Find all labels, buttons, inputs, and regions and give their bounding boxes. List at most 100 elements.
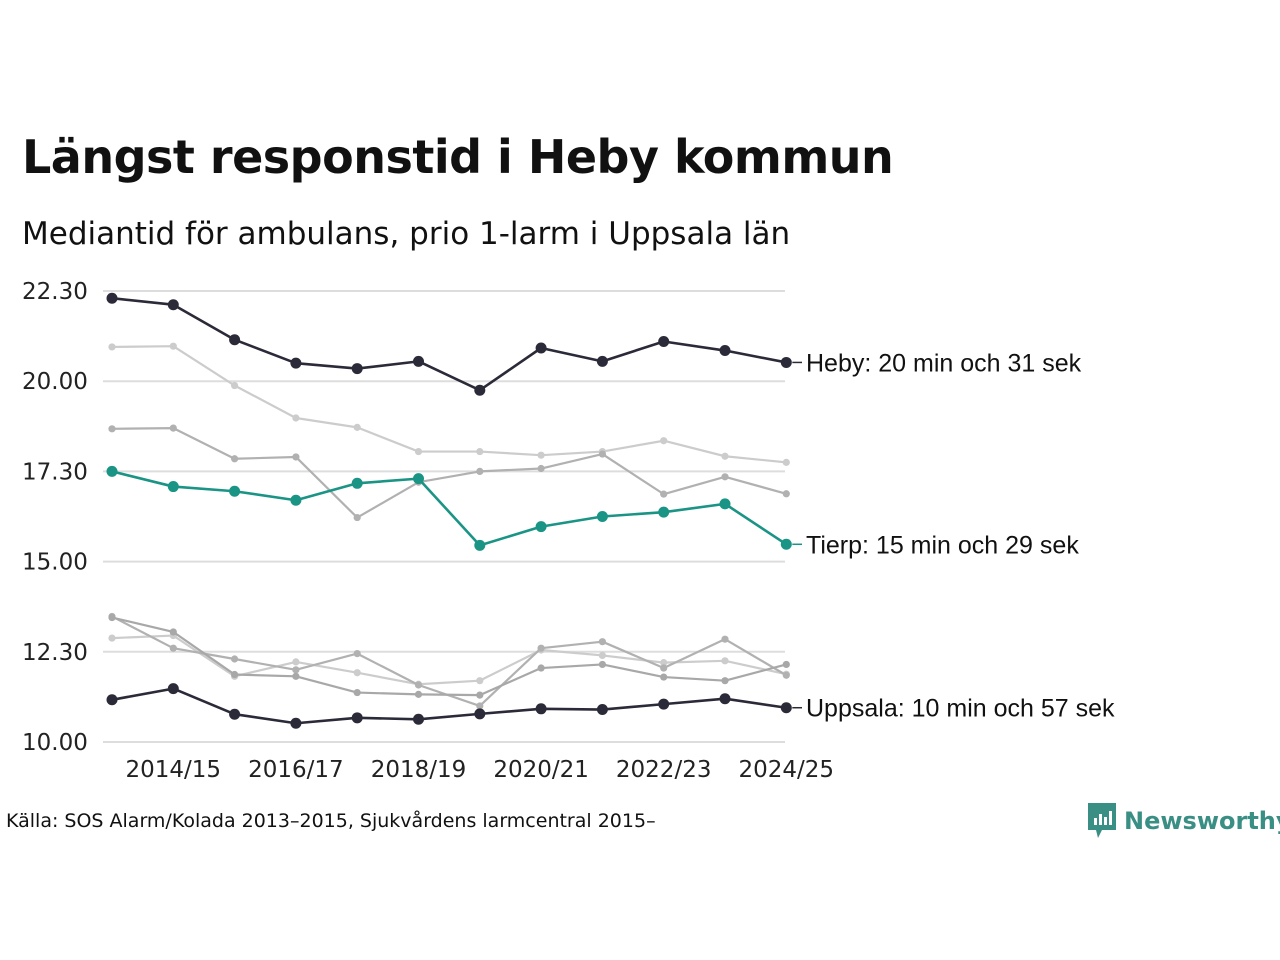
newsworthy-logo-icon bbox=[1088, 803, 1116, 838]
x-tick-label: 2018/19 bbox=[371, 757, 467, 783]
data-point bbox=[660, 659, 668, 667]
data-point bbox=[474, 539, 486, 551]
data-point bbox=[660, 437, 668, 445]
x-tick-label: 2022/23 bbox=[616, 757, 712, 783]
data-point bbox=[413, 355, 424, 367]
source-note: Källa: SOS Alarm/Kolada 2013–2015, Sjukv… bbox=[6, 810, 656, 832]
data-point bbox=[780, 356, 792, 368]
series-label: Heby: 20 min och 31 sek bbox=[806, 349, 1082, 377]
data-point bbox=[719, 693, 731, 705]
data-point bbox=[108, 425, 116, 433]
data-point bbox=[598, 660, 607, 669]
data-point bbox=[353, 650, 361, 658]
data-point bbox=[721, 677, 729, 685]
data-point bbox=[292, 672, 300, 680]
data-point bbox=[231, 455, 239, 463]
data-point bbox=[106, 694, 118, 706]
brand-logo: Newsworthy bbox=[1088, 803, 1280, 839]
data-point bbox=[108, 634, 116, 642]
series-label: Tierp: 15 min och 29 sek bbox=[806, 531, 1079, 559]
data-point bbox=[537, 451, 545, 459]
data-point bbox=[598, 450, 607, 458]
y-tick-label: 22.30 bbox=[22, 279, 88, 305]
data-point bbox=[292, 658, 300, 666]
data-point bbox=[414, 681, 423, 689]
data-point bbox=[229, 485, 241, 497]
data-point bbox=[535, 342, 547, 354]
data-point bbox=[476, 677, 484, 685]
data-point bbox=[169, 424, 177, 432]
data-point bbox=[596, 355, 608, 367]
data-point bbox=[474, 708, 486, 720]
data-point bbox=[231, 381, 239, 390]
data-point bbox=[782, 671, 790, 679]
data-point bbox=[596, 704, 608, 716]
data-point bbox=[658, 336, 670, 348]
data-point bbox=[660, 673, 668, 681]
data-point bbox=[476, 447, 484, 456]
x-tick-label: 2020/21 bbox=[493, 757, 589, 783]
data-point bbox=[658, 506, 670, 518]
y-tick-label: 15.00 bbox=[22, 550, 88, 576]
data-point bbox=[660, 664, 668, 672]
series-line bbox=[111, 687, 787, 725]
series-line bbox=[111, 427, 787, 519]
data-point bbox=[719, 498, 731, 510]
data-point bbox=[476, 691, 484, 699]
data-point bbox=[292, 666, 300, 674]
series-line bbox=[111, 296, 787, 392]
chart-subtitle: Mediantid för ambulans, prio 1-larm i Up… bbox=[22, 216, 791, 252]
data-point bbox=[476, 467, 484, 475]
data-point bbox=[474, 384, 486, 396]
chart-title: Längst responstid i Heby kommun bbox=[22, 130, 894, 184]
series-line bbox=[111, 470, 788, 547]
data-point bbox=[780, 538, 792, 550]
data-point bbox=[231, 670, 239, 679]
data-point bbox=[782, 490, 790, 498]
data-point bbox=[414, 690, 423, 698]
data-point bbox=[721, 452, 729, 460]
data-point bbox=[292, 453, 300, 461]
data-point bbox=[167, 683, 179, 695]
data-point bbox=[229, 334, 241, 346]
y-tick-label: 12.30 bbox=[22, 640, 88, 666]
data-point bbox=[782, 660, 790, 669]
data-point bbox=[537, 644, 545, 652]
data-point bbox=[351, 477, 363, 489]
data-point bbox=[229, 708, 241, 720]
data-point bbox=[106, 292, 118, 304]
data-point bbox=[537, 464, 545, 473]
x-tick-label: 2014/15 bbox=[126, 757, 222, 783]
data-point bbox=[353, 513, 361, 522]
data-point bbox=[108, 613, 116, 622]
data-point bbox=[290, 357, 302, 369]
y-tick-label: 20.00 bbox=[22, 369, 88, 395]
data-point bbox=[353, 688, 361, 697]
data-point bbox=[353, 669, 361, 677]
data-point bbox=[290, 717, 302, 729]
y-tick-label: 17.30 bbox=[22, 459, 88, 485]
series-line bbox=[111, 616, 787, 697]
data-point bbox=[660, 490, 668, 498]
data-point bbox=[598, 651, 607, 660]
data-point bbox=[537, 664, 545, 672]
data-point bbox=[351, 363, 363, 375]
brand-name: Newsworthy bbox=[1124, 807, 1280, 835]
data-point bbox=[413, 713, 424, 725]
data-point bbox=[476, 702, 484, 710]
data-point bbox=[596, 511, 608, 522]
x-tick-label: 2016/17 bbox=[248, 757, 344, 783]
data-point bbox=[106, 465, 118, 477]
data-point bbox=[721, 657, 729, 665]
data-point bbox=[535, 521, 547, 533]
x-tick-label: 2024/25 bbox=[739, 757, 835, 783]
data-point bbox=[535, 703, 547, 715]
data-point bbox=[721, 635, 729, 643]
data-point bbox=[169, 628, 177, 636]
series-label: Uppsala: 10 min och 57 sek bbox=[806, 695, 1115, 723]
series-line bbox=[111, 345, 787, 464]
data-point bbox=[231, 655, 239, 663]
data-point bbox=[414, 447, 423, 456]
data-point bbox=[780, 702, 792, 714]
